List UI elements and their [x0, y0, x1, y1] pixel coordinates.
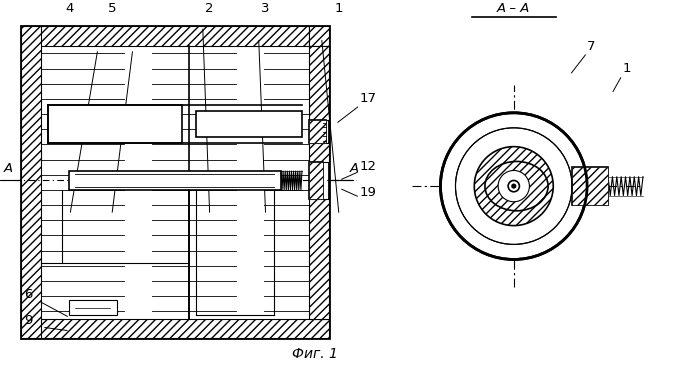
Circle shape — [498, 170, 529, 202]
Polygon shape — [309, 162, 323, 199]
Text: 4: 4 — [66, 2, 74, 15]
Circle shape — [475, 147, 553, 226]
Polygon shape — [21, 26, 41, 338]
Polygon shape — [309, 26, 329, 46]
Text: 17: 17 — [360, 92, 377, 105]
Polygon shape — [309, 46, 329, 120]
Text: 19: 19 — [360, 186, 377, 199]
Text: 12: 12 — [360, 160, 377, 173]
Polygon shape — [572, 167, 608, 205]
Polygon shape — [309, 199, 329, 319]
Circle shape — [508, 180, 519, 192]
Text: А: А — [3, 162, 13, 175]
Text: 7: 7 — [587, 39, 596, 53]
Text: 6: 6 — [24, 288, 33, 301]
Ellipse shape — [485, 161, 548, 211]
Text: А: А — [350, 162, 359, 175]
Text: 9: 9 — [24, 314, 33, 327]
Bar — [69, 300, 117, 315]
Text: А – А: А – А — [497, 2, 531, 15]
Bar — [196, 111, 302, 137]
Text: 3: 3 — [261, 2, 270, 15]
Text: 4: 4 — [468, 137, 476, 150]
Polygon shape — [309, 162, 323, 199]
Polygon shape — [21, 26, 309, 46]
Bar — [21, 26, 329, 338]
Circle shape — [512, 184, 516, 188]
Polygon shape — [309, 120, 326, 143]
Text: 1: 1 — [335, 2, 343, 15]
Text: 5: 5 — [108, 2, 116, 15]
Text: 1: 1 — [622, 62, 630, 75]
Polygon shape — [572, 167, 608, 205]
Polygon shape — [309, 143, 329, 162]
Bar — [69, 171, 281, 190]
Text: Фиг. 1: Фиг. 1 — [291, 347, 338, 361]
Text: 2: 2 — [206, 2, 214, 15]
Polygon shape — [309, 120, 326, 143]
Bar — [48, 105, 182, 143]
Polygon shape — [21, 319, 329, 338]
Circle shape — [440, 113, 587, 259]
Circle shape — [456, 128, 572, 244]
Text: 6: 6 — [475, 220, 483, 233]
